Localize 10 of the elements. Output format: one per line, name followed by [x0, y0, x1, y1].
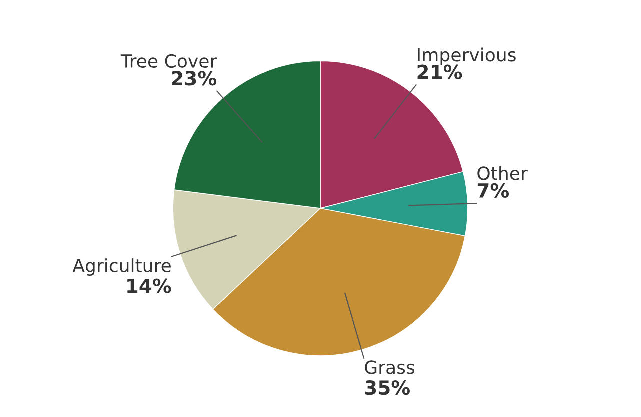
data-label: 21%	[418, 64, 462, 80]
data-label: 23%	[172, 71, 217, 86]
slice-label: Impervious	[418, 48, 516, 66]
slice-label: Tree Cover	[120, 54, 218, 68]
slice-label: Agriculture	[72, 258, 171, 276]
data-label: 7%	[478, 183, 510, 198]
data-label: 35%	[365, 380, 410, 396]
slice-label: Other	[478, 166, 528, 180]
slice-label: Grass	[365, 360, 414, 374]
data-label: 14%	[128, 278, 172, 294]
